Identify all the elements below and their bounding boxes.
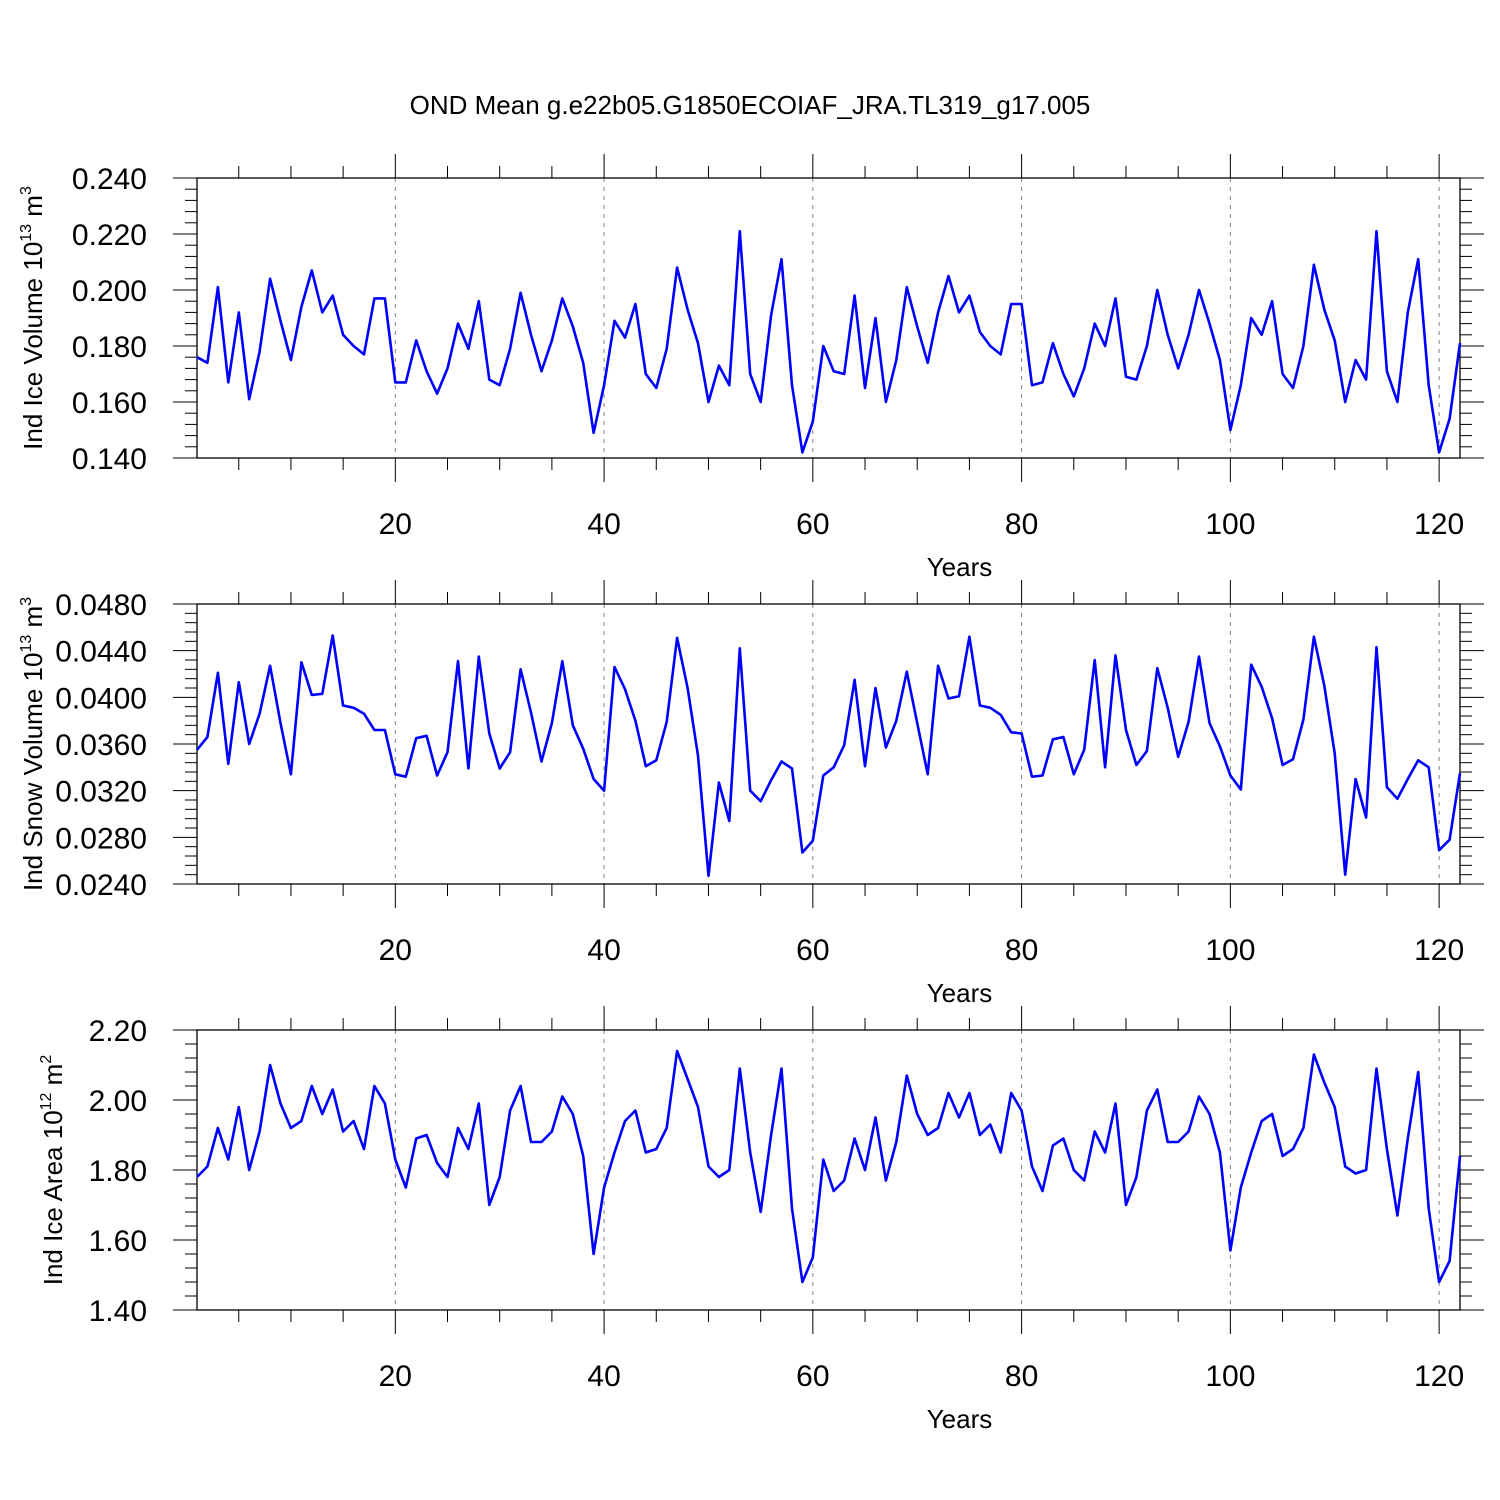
y-axis-label-mid: m xyxy=(38,1064,68,1093)
y-axis-label-sup: 13 xyxy=(18,224,35,242)
x-tick-label: 40 xyxy=(587,508,620,541)
y-tick-label: 0.160 xyxy=(72,387,147,420)
y-tick-label: 0.0320 xyxy=(55,776,147,809)
y-tick-label: 0.0360 xyxy=(55,729,147,762)
y-tick-label: 1.60 xyxy=(89,1225,147,1258)
y-tick-label: 0.200 xyxy=(72,275,147,308)
y-tick-label: 0.0280 xyxy=(55,822,147,855)
y-axis-label-sup2: 3 xyxy=(18,186,35,195)
y-tick-label: 0.0240 xyxy=(55,869,147,902)
x-tick-label: 120 xyxy=(1414,934,1464,967)
y-axis-label: Ind Ice Area 1012 m2 xyxy=(38,1055,68,1286)
x-tick-label: 80 xyxy=(1005,1360,1038,1393)
plot-frame xyxy=(196,603,1461,885)
y-axis-label: Ind Ice Volume 1013 m3 xyxy=(18,186,48,450)
x-tick-label: 20 xyxy=(379,1360,412,1393)
y-axis-label-sup: 12 xyxy=(38,1092,55,1110)
x-tick-label: 100 xyxy=(1205,1360,1255,1393)
y-tick-label: 0.180 xyxy=(72,331,147,364)
x-tick-label: 80 xyxy=(1005,508,1038,541)
series-line xyxy=(196,1049,1462,1284)
x-tick-label: 20 xyxy=(379,508,412,541)
x-tick-label: 40 xyxy=(587,1360,620,1393)
y-tick-label: 1.40 xyxy=(89,1295,147,1328)
x-tick-label: 120 xyxy=(1414,1360,1464,1393)
y-axis-label-pre: Ind Snow Volume 10 xyxy=(18,653,48,892)
y-tick-label: 0.240 xyxy=(72,163,147,196)
y-tick-label: 0.140 xyxy=(72,443,147,476)
panel-snow-volume: 20 40 60 80 100 120 Years 0.0240 0.0280 0.0320 0.0… xyxy=(18,580,1484,1008)
x-tick-label: 100 xyxy=(1205,508,1255,541)
x-tick-label: 80 xyxy=(1005,934,1038,967)
y-tick-label: 0.220 xyxy=(72,219,147,252)
y-axis-label-mid: m xyxy=(18,606,48,635)
x-axis-label: Years xyxy=(927,552,993,582)
y-tick-label: 2.00 xyxy=(89,1085,147,1118)
y-tick-label: 0.0440 xyxy=(55,636,147,669)
y-axis-label-sup2: 3 xyxy=(18,597,35,606)
x-tick-label: 60 xyxy=(796,934,829,967)
x-tick-label: 40 xyxy=(587,934,620,967)
y-axis-label-pre: Ind Ice Area 10 xyxy=(38,1110,68,1285)
x-tick-label: 100 xyxy=(1205,934,1255,967)
y-axis-label-pre: Ind Ice Volume 10 xyxy=(18,242,48,450)
y-axis-label-sup: 13 xyxy=(18,635,35,653)
plot-frame xyxy=(196,177,1461,459)
y-tick-label: 0.0480 xyxy=(55,589,147,622)
plot-frame xyxy=(196,1029,1461,1311)
y-tick-label: 1.80 xyxy=(89,1155,147,1188)
x-axis-label: Years xyxy=(927,1404,993,1434)
y-axis-label-sup2: 2 xyxy=(38,1055,55,1064)
x-axis-label: Years xyxy=(927,978,993,1008)
series-line xyxy=(196,229,1462,454)
y-axis-label-mid: m xyxy=(18,195,48,224)
series-line xyxy=(195,634,1462,878)
panel-ice-area: 20 40 60 80 100 120 Years 1.40 1.60 1.80 2.00 2.20 I… xyxy=(38,1006,1484,1434)
x-tick-label: 20 xyxy=(379,934,412,967)
x-tick-label: 60 xyxy=(796,508,829,541)
panel-ice-volume: 20 40 60 80 100 120 Years 0.140 0.160 0.180 0.200 0… xyxy=(18,154,1484,582)
x-tick-label: 60 xyxy=(796,1360,829,1393)
y-tick-label: 0.0400 xyxy=(55,682,147,715)
y-axis-label: Ind Snow Volume 1013 m3 xyxy=(18,597,48,891)
figure-title: OND Mean g.e22b05.G1850ECOIAF_JRA.TL319_… xyxy=(410,90,1091,120)
x-tick-label: 120 xyxy=(1414,508,1464,541)
y-tick-label: 2.20 xyxy=(89,1015,147,1048)
